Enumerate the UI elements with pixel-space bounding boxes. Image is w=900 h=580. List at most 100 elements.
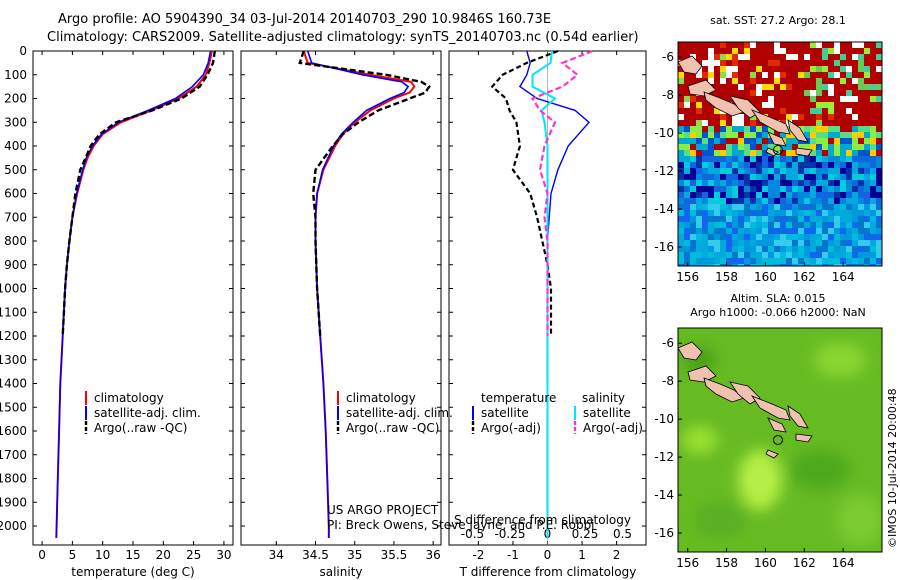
sst-cell [738,198,744,204]
sst-cell [762,216,768,222]
sst-cell [762,132,768,138]
s-difference-xlabel: S difference from climatology [454,513,631,527]
sst-cell [798,48,804,54]
sst-cell [834,138,840,144]
sst-cell [834,180,840,186]
sst-cell [732,234,738,240]
sst-cell [870,192,876,198]
x-tick-label: 0 [38,548,46,562]
sst-cell [762,126,768,132]
sst-cell [738,132,744,138]
sst-cell [840,204,846,210]
sst-cell [720,72,726,78]
sst-cell [708,174,714,180]
sst-cell [822,144,828,150]
sst-cell [738,84,744,90]
sst-cell [822,168,828,174]
sst-cell [834,144,840,150]
sst-cell [678,246,684,252]
sst-cell [822,66,828,72]
sst-cell [870,198,876,204]
sst-cell [720,168,726,174]
sst-cell [738,246,744,252]
sst-cell [708,90,714,96]
sst-cell [828,120,834,126]
sst-cell [852,234,858,240]
sst-cell [684,150,690,156]
sst-cell [690,138,696,144]
island-shape [687,79,717,97]
sst-cell [786,240,792,246]
sst-cell [696,48,702,54]
sst-cell [738,168,744,174]
sst-cell [756,162,762,168]
sst-cell [696,162,702,168]
sst-cell [702,234,708,240]
sst-cell [828,42,834,48]
sst-cell [822,162,828,168]
sst-cell [858,228,864,234]
sst-cell [690,180,696,186]
sst-cell [804,228,810,234]
sst-cell [756,90,762,96]
sst-cell [846,96,852,102]
sst-cell [834,72,840,78]
sla-map-title: Altim. SLA: 0.015 [730,292,825,305]
sst-cell [864,138,870,144]
sst-cell [780,240,786,246]
sst-cell [864,192,870,198]
sst-cell [846,216,852,222]
sst-cell [714,234,720,240]
sst-cell [834,204,840,210]
sst-cell [816,66,822,72]
sst-cell [720,222,726,228]
sst-cell [828,264,834,266]
sst-cell [720,60,726,66]
sst-cell [762,96,768,102]
x-tick-label: 36 [426,548,441,562]
sst-cell [774,90,780,96]
sst-cell [876,156,882,162]
sst-cell [714,180,720,186]
sst-cell [810,144,816,150]
sst-cell [738,90,744,96]
sst-cell [678,162,684,168]
sst-cell [762,228,768,234]
sst-cell [780,144,786,150]
sst-cell [840,228,846,234]
sst-cell [858,204,864,210]
sst-cell [852,252,858,258]
sst-cell [858,186,864,192]
sst-cell [816,132,822,138]
sst-cell [792,120,798,126]
sst-cell [768,138,774,144]
sst-cell [858,132,864,138]
sst-cell [834,120,840,126]
sst-cell [702,126,708,132]
map-x-tick-label: 156 [676,270,699,284]
sst-cell [852,192,858,198]
sst-cell [876,174,882,180]
sst-cell [678,102,684,108]
sst-cell [798,198,804,204]
sst-cell [732,132,738,138]
sst-cell [678,192,684,198]
sst-cell [720,198,726,204]
sst-cell [750,66,756,72]
sst-cell [816,240,822,246]
sst-cell [852,174,858,180]
sst-cell [720,186,726,192]
sst-cell [840,60,846,66]
sst-cell [792,222,798,228]
sst-cell [684,204,690,210]
sst-cell [822,156,828,162]
sst-cell [780,168,786,174]
sst-cell [870,126,876,132]
sst-cell [858,240,864,246]
sst-cell [768,186,774,192]
sst-cell [870,186,876,192]
sst-cell [690,234,696,240]
sst-cell [798,84,804,90]
sst-cell [738,210,744,216]
sst-cell [840,222,846,228]
